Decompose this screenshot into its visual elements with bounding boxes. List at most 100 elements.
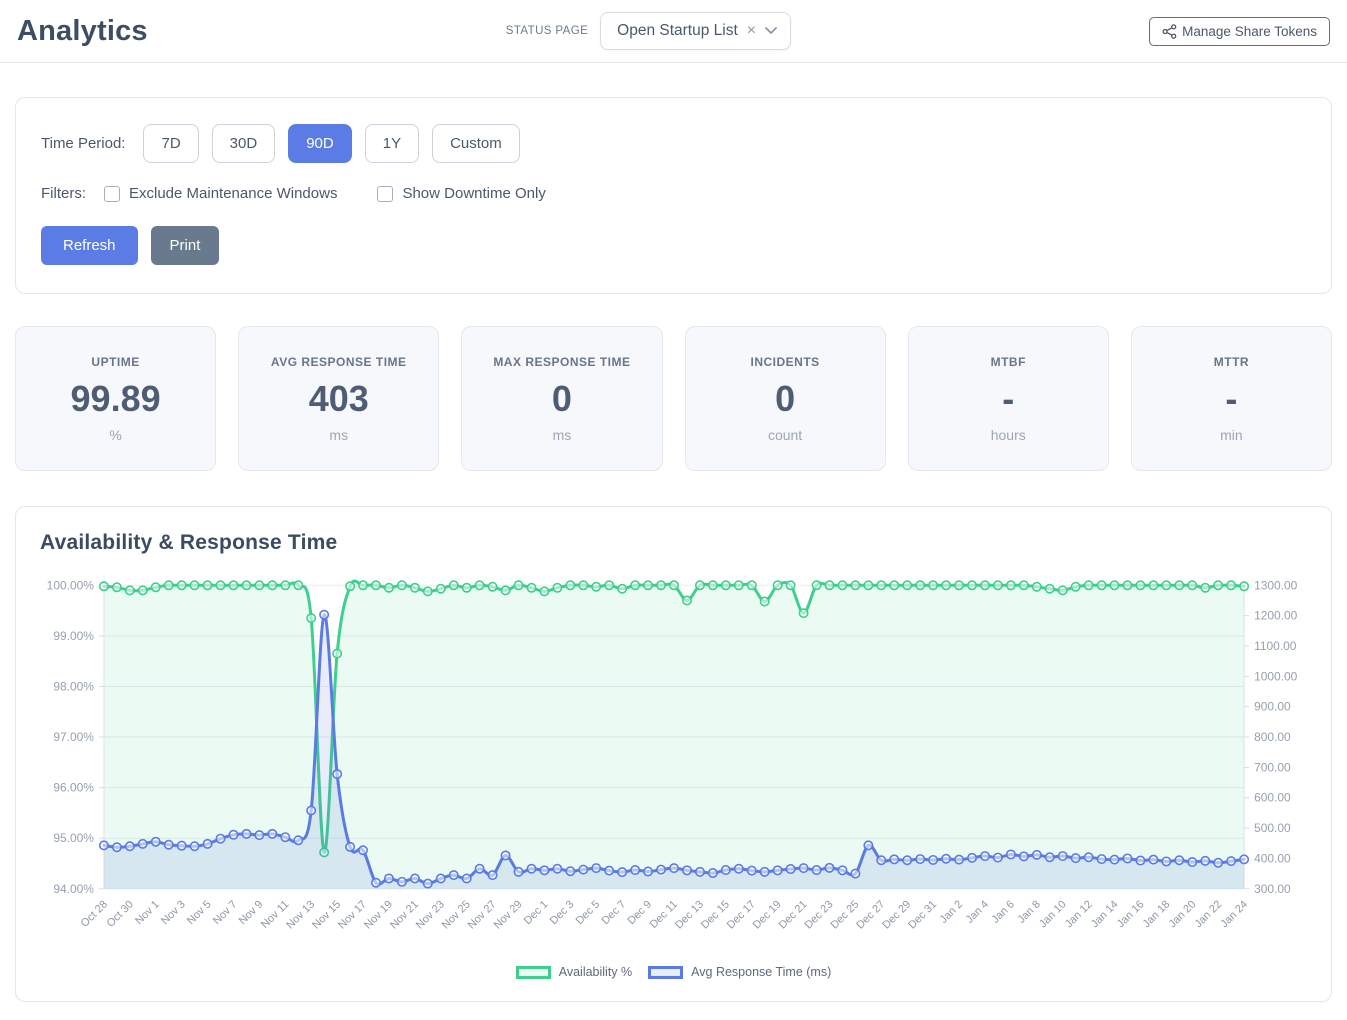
stat-card-mttr: MTTR - min bbox=[1130, 326, 1332, 471]
stat-card-incidents: INCIDENTS 0 count bbox=[684, 326, 886, 471]
svg-text:Jan 14: Jan 14 bbox=[1089, 898, 1121, 930]
svg-text:99.00%: 99.00% bbox=[53, 629, 94, 643]
filters-panel: Time Period: 7D 30D 90D 1Y Custom Filter… bbox=[15, 97, 1332, 294]
svg-text:Jan 2: Jan 2 bbox=[938, 898, 965, 925]
svg-text:Nov 1: Nov 1 bbox=[133, 898, 162, 927]
stat-label: MTBF bbox=[990, 354, 1026, 369]
stat-unit: ms bbox=[552, 426, 572, 443]
svg-text:Dec 31: Dec 31 bbox=[906, 898, 939, 931]
svg-text:300.00: 300.00 bbox=[1254, 882, 1291, 896]
svg-text:Jan 24: Jan 24 bbox=[1218, 898, 1250, 930]
svg-text:Jan 16: Jan 16 bbox=[1115, 898, 1147, 930]
time-period-row: Time Period: 7D 30D 90D 1Y Custom bbox=[41, 124, 1306, 163]
clear-selection-icon[interactable]: × bbox=[746, 22, 757, 39]
svg-text:94.00%: 94.00% bbox=[53, 882, 94, 896]
chart-area: 100.00% 99.00% 98.00% 97.00% 96.00% 95.00% 94.… bbox=[40, 571, 1307, 963]
stat-value: 0 bbox=[775, 377, 796, 419]
stat-unit: hours bbox=[990, 426, 1026, 443]
availability-chart[interactable]: 100.00% 99.00% 98.00% 97.00% 96.00% 95.00% 94.… bbox=[40, 571, 1307, 963]
show-downtime-label[interactable]: Show Downtime Only bbox=[402, 185, 546, 202]
svg-text:Dec 7: Dec 7 bbox=[600, 898, 629, 927]
manage-share-tokens-label: Manage Share Tokens bbox=[1182, 23, 1317, 39]
svg-text:Dec 5: Dec 5 bbox=[574, 898, 603, 927]
actions-row: Refresh Print bbox=[41, 226, 1306, 265]
svg-text:800.00: 800.00 bbox=[1254, 730, 1291, 744]
svg-text:600.00: 600.00 bbox=[1254, 791, 1291, 805]
manage-share-tokens-button[interactable]: Manage Share Tokens bbox=[1149, 16, 1330, 46]
svg-text:1300.00: 1300.00 bbox=[1254, 578, 1298, 592]
share-icon bbox=[1162, 23, 1177, 39]
filters-label: Filters: bbox=[41, 185, 86, 202]
stat-value: - bbox=[1002, 377, 1015, 419]
legend-label-availability: Availability % bbox=[558, 965, 633, 979]
time-period-custom-button[interactable]: Custom bbox=[432, 124, 520, 163]
svg-text:Jan 22: Jan 22 bbox=[1192, 898, 1224, 930]
exclude-maintenance-label[interactable]: Exclude Maintenance Windows bbox=[129, 185, 338, 202]
refresh-button[interactable]: Refresh bbox=[41, 226, 138, 265]
stat-label: MAX RESPONSE TIME bbox=[493, 354, 631, 369]
header: Analytics STATUS PAGE Open Startup List … bbox=[0, 0, 1347, 63]
svg-text:Jan 12: Jan 12 bbox=[1063, 898, 1095, 930]
svg-text:Jan 4: Jan 4 bbox=[964, 898, 991, 925]
status-page-picker: STATUS PAGE Open Startup List × bbox=[148, 12, 1149, 50]
legend-item-response-time[interactable]: Avg Response Time (ms) bbox=[648, 965, 831, 979]
stat-unit: % bbox=[109, 426, 122, 443]
svg-text:Jan 10: Jan 10 bbox=[1037, 898, 1069, 930]
svg-text:100.00%: 100.00% bbox=[47, 578, 95, 592]
stat-label: UPTIME bbox=[91, 354, 140, 369]
svg-text:Jan 6: Jan 6 bbox=[990, 898, 1017, 925]
time-period-1y-button[interactable]: 1Y bbox=[364, 124, 420, 163]
svg-text:Jan 18: Jan 18 bbox=[1141, 898, 1173, 930]
svg-text:Dec 3: Dec 3 bbox=[548, 898, 577, 927]
time-period-30d-button[interactable]: 30D bbox=[211, 124, 276, 163]
filters-row: Filters: Exclude Maintenance Windows Sho… bbox=[41, 185, 1306, 202]
time-period-group: 7D 30D 90D 1Y Custom bbox=[143, 124, 520, 163]
svg-text:1200.00: 1200.00 bbox=[1254, 609, 1298, 623]
stat-card-mtbf: MTBF - hours bbox=[907, 326, 1109, 471]
svg-text:Oct 30: Oct 30 bbox=[105, 898, 136, 929]
svg-text:98.00%: 98.00% bbox=[53, 679, 94, 693]
stat-value: - bbox=[1225, 377, 1238, 419]
legend-label-response-time: Avg Response Time (ms) bbox=[691, 965, 832, 979]
time-period-label: Time Period: bbox=[41, 135, 126, 152]
svg-text:96.00%: 96.00% bbox=[53, 781, 94, 795]
time-period-7d-button[interactable]: 7D bbox=[143, 124, 199, 163]
status-page-selected-value: Open Startup List bbox=[617, 22, 738, 39]
legend-item-availability[interactable]: Availability % bbox=[515, 965, 633, 979]
chart-title: Availability & Response Time bbox=[40, 531, 338, 554]
print-button[interactable]: Print bbox=[150, 226, 220, 265]
stat-card-uptime: UPTIME 99.89 % bbox=[15, 326, 217, 471]
status-page-select[interactable]: Open Startup List × bbox=[600, 12, 792, 50]
svg-text:Nov 7: Nov 7 bbox=[211, 898, 240, 927]
chevron-down-icon bbox=[765, 27, 778, 35]
stat-label: MTTR bbox=[1213, 354, 1250, 369]
page-title: Analytics bbox=[17, 14, 148, 47]
stat-label: AVG RESPONSE TIME bbox=[270, 354, 407, 369]
availability-swatch bbox=[515, 965, 551, 979]
chart-legend: Availability % Avg Response Time (ms) bbox=[40, 965, 1307, 985]
show-downtime-checkbox[interactable] bbox=[377, 185, 394, 202]
status-page-label: STATUS PAGE bbox=[505, 25, 589, 37]
stat-value: 99.89 bbox=[70, 377, 161, 419]
svg-text:500.00: 500.00 bbox=[1254, 821, 1291, 835]
stat-value: 403 bbox=[308, 377, 369, 419]
svg-text:700.00: 700.00 bbox=[1254, 760, 1291, 774]
svg-text:400.00: 400.00 bbox=[1254, 851, 1291, 865]
time-period-90d-button[interactable]: 90D bbox=[288, 124, 352, 163]
stat-card-max-response-time: MAX RESPONSE TIME 0 ms bbox=[461, 326, 663, 471]
svg-text:Dec 1: Dec 1 bbox=[522, 898, 551, 927]
svg-text:1000.00: 1000.00 bbox=[1254, 669, 1298, 683]
exclude-maintenance-checkbox[interactable] bbox=[104, 185, 120, 202]
svg-text:97.00%: 97.00% bbox=[53, 730, 94, 744]
svg-text:Nov 29: Nov 29 bbox=[492, 898, 525, 931]
stat-unit: min bbox=[1220, 426, 1243, 443]
stat-value: 0 bbox=[551, 377, 572, 419]
svg-text:Nov 3: Nov 3 bbox=[159, 898, 188, 927]
svg-text:95.00%: 95.00% bbox=[53, 831, 94, 845]
chart-panel: Availability & Response Time 100.00% 99.0… bbox=[15, 506, 1332, 1002]
svg-text:1100.00: 1100.00 bbox=[1254, 639, 1297, 653]
stat-label: INCIDENTS bbox=[750, 354, 820, 369]
svg-text:Jan 20: Jan 20 bbox=[1167, 898, 1199, 930]
stats-row: UPTIME 99.89 % AVG RESPONSE TIME 403 ms … bbox=[15, 326, 1332, 471]
